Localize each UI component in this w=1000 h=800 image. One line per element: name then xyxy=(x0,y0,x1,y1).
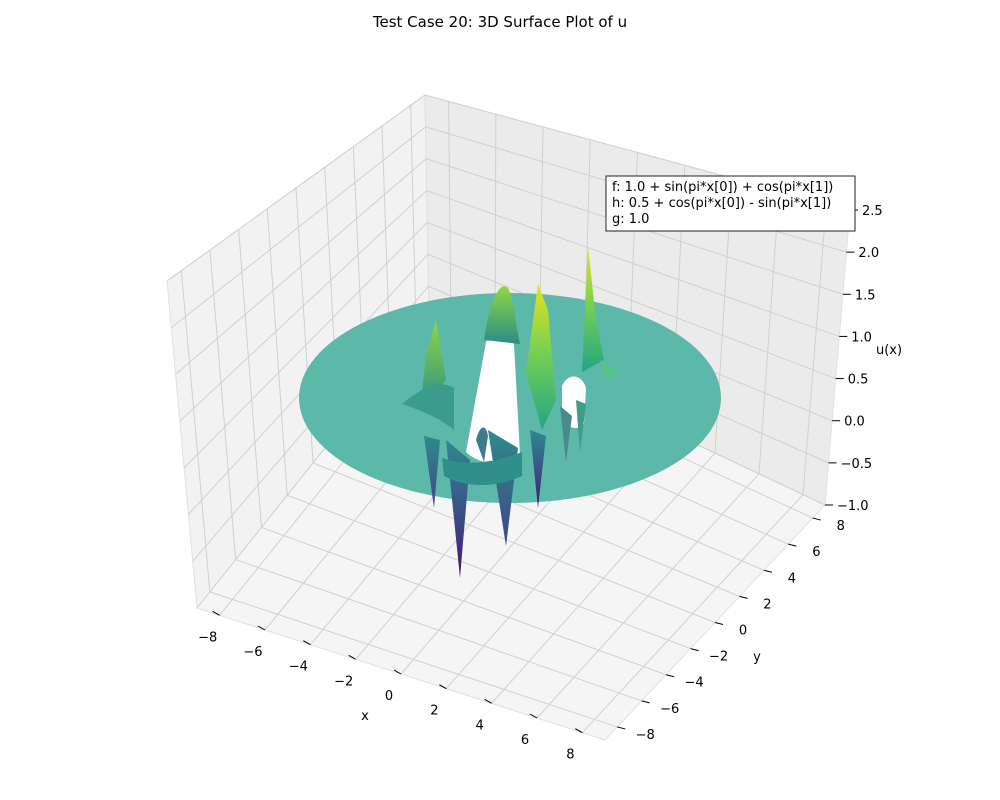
x-axis-label: x xyxy=(361,709,369,724)
y-grid-wall xyxy=(238,229,262,528)
z-axis-label: u(x) xyxy=(876,343,902,358)
x-tick-mark xyxy=(303,640,311,646)
x-tick-mark xyxy=(393,669,402,675)
z-tick-label: 1.5 xyxy=(855,288,876,303)
z-axis-ticks: −1.0 −0.5 0.0 0.5 1.0 1.5 2.0 2.5 xyxy=(825,204,883,514)
y-grid-wall xyxy=(410,105,417,335)
z-tick-label: 0.0 xyxy=(844,415,865,430)
y-tick-mark xyxy=(617,726,626,730)
x-tick-label: −6 xyxy=(243,645,262,660)
x-tick-mark xyxy=(575,728,583,734)
annotation-box: f: 1.0 + sin(pi*x[0]) + cos(pi*x[1]) h: … xyxy=(605,175,856,232)
y-tick-label: −6 xyxy=(660,702,679,717)
z-grid-left xyxy=(175,158,427,375)
x-tick-mark xyxy=(257,625,266,631)
surface-ridge-top xyxy=(484,286,520,344)
x-tick-label: 8 xyxy=(566,748,574,763)
y-tick-label: −8 xyxy=(636,728,655,743)
y-grid-floor xyxy=(312,462,716,623)
x-tick-label: 2 xyxy=(430,704,438,719)
x-grid-wall xyxy=(758,190,780,474)
z-grid-left xyxy=(166,94,426,282)
x-grid-wall xyxy=(802,203,827,495)
y-tick-label: 0 xyxy=(739,624,747,639)
surface-peak-center xyxy=(526,284,556,430)
x-grid-wall xyxy=(448,101,452,329)
y-grid-floor xyxy=(287,494,691,650)
y-grid-wall xyxy=(180,270,211,592)
y-grid-wall xyxy=(209,249,237,560)
y-grid-floor xyxy=(209,591,618,728)
y-tick-label: 6 xyxy=(812,545,820,560)
chart-title: Test Case 20: 3D Surface Plot of u xyxy=(372,13,627,31)
y-tick-label: 4 xyxy=(788,571,796,586)
y-axis-label: y xyxy=(753,650,761,665)
y-tick-mark xyxy=(665,674,675,678)
x-tick-label: −4 xyxy=(289,660,308,675)
x-tick-mark xyxy=(439,684,447,690)
y-tick-label: 2 xyxy=(763,597,771,612)
y-tick-label: −2 xyxy=(709,650,728,665)
z-grid-right xyxy=(427,221,836,380)
y-tick-label: −4 xyxy=(685,676,704,691)
y-grid-floor xyxy=(261,526,667,676)
surface-dip-small xyxy=(476,427,488,462)
y-tick-mark xyxy=(812,517,821,521)
x-axis-ticks: −8 −6 −4 −2 0 2 4 6 8 xyxy=(198,610,583,763)
y-tick-label: 8 xyxy=(837,519,845,534)
x-tick-mark xyxy=(348,654,356,660)
y-tick-mark xyxy=(763,569,773,573)
x-tick-mark xyxy=(212,610,220,616)
y-tick-mark xyxy=(739,595,748,599)
surface-ripple-right2 xyxy=(576,400,586,452)
y-grid-floor xyxy=(235,559,642,702)
z-grid-left xyxy=(183,222,428,469)
z-grid-right xyxy=(426,190,840,337)
surface-ripple-right xyxy=(560,406,572,462)
y-axis-ticks: −8 −6 −4 −2 0 2 4 6 8 xyxy=(617,517,845,743)
annotation-line-h: h: 0.5 + cos(pi*x[0]) - sin(pi*x[1]) xyxy=(612,196,831,211)
surface xyxy=(299,246,721,578)
z-grid-left xyxy=(170,126,426,329)
annotation-line-g: g: 1.0 xyxy=(612,212,649,227)
x-tick-mark xyxy=(484,698,492,704)
y-tick-mark xyxy=(641,700,650,704)
y-tick-mark xyxy=(690,648,699,652)
z-grid-left xyxy=(179,190,428,422)
x-tick-label: 0 xyxy=(385,689,393,704)
surface-spike-tall xyxy=(582,246,604,372)
z-tick-label: 1.0 xyxy=(851,330,872,345)
surface-trough-small xyxy=(424,436,440,508)
z-tick-label: −0.5 xyxy=(841,457,873,472)
y-grid-wall xyxy=(266,208,288,496)
surface-wing-left xyxy=(402,384,454,430)
x-tick-label: −8 xyxy=(198,630,217,645)
x-tick-label: 4 xyxy=(476,718,484,733)
y-tick-mark xyxy=(714,622,724,625)
surface-band xyxy=(442,452,522,486)
z-tick-label: 2.5 xyxy=(862,204,883,219)
z-tick-label: 0.5 xyxy=(848,373,869,388)
annotation-line-f: f: 1.0 + sin(pi*x[0]) + cos(pi*x[1]) xyxy=(612,180,833,195)
z-tick-label: 2.0 xyxy=(858,246,879,261)
annotation-frame xyxy=(605,175,856,232)
x-tick-label: 6 xyxy=(521,733,529,748)
x-tick-mark xyxy=(529,713,538,719)
x-tick-label: −2 xyxy=(334,674,353,689)
y-tick-mark xyxy=(788,543,797,547)
z-tick-label: −1.0 xyxy=(837,499,869,514)
surface-trough-right xyxy=(530,430,546,508)
surface-spike-right xyxy=(600,360,620,380)
